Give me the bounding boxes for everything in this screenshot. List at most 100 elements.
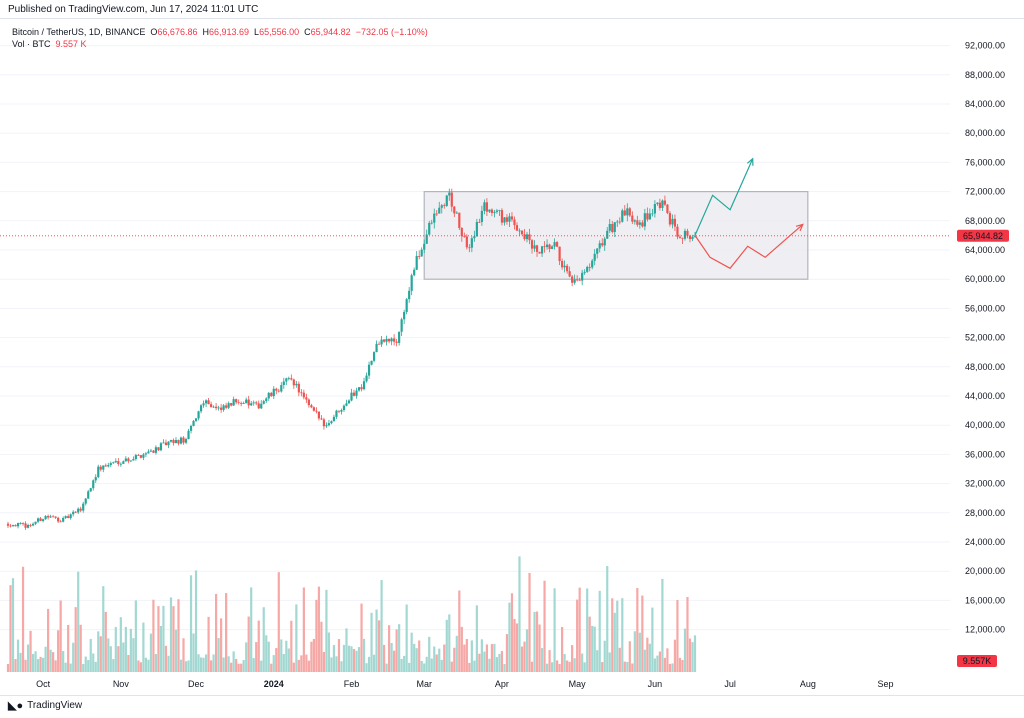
candle-body bbox=[475, 221, 478, 237]
candle-body bbox=[367, 364, 371, 376]
candle-body bbox=[470, 238, 473, 248]
volume-bar bbox=[209, 660, 213, 672]
price-axis[interactable]: 12,000.00 16,000.00 20,000.00 24,000.00 28,0… bbox=[965, 41, 1005, 635]
candle-body bbox=[67, 516, 70, 519]
range-box-rect bbox=[423, 191, 809, 280]
candle-body bbox=[340, 410, 343, 412]
candle-body bbox=[262, 401, 265, 404]
candle-body bbox=[107, 465, 110, 467]
candle-body bbox=[377, 343, 381, 345]
candle-body bbox=[134, 455, 137, 460]
volume-bar bbox=[182, 638, 185, 672]
volume-bar bbox=[57, 630, 60, 672]
volume-bar bbox=[202, 657, 205, 672]
footer-brand[interactable]: TradingView bbox=[27, 700, 83, 711]
volume-bar bbox=[588, 616, 591, 672]
candle-body bbox=[59, 521, 62, 523]
volume-bar bbox=[648, 643, 651, 672]
candle-body bbox=[568, 271, 571, 277]
volume-bar bbox=[62, 651, 65, 672]
volume-bar bbox=[455, 635, 458, 672]
volume-bar bbox=[227, 656, 230, 672]
volume-bar bbox=[636, 587, 639, 672]
candle-body bbox=[19, 523, 22, 524]
volume-bar bbox=[267, 641, 270, 672]
candle-body bbox=[520, 230, 524, 235]
candle-body bbox=[370, 360, 373, 365]
candle-body bbox=[154, 447, 158, 453]
legend-close-label: C bbox=[304, 27, 311, 37]
candle-body bbox=[430, 222, 433, 224]
price-tick-label: 92,000.00 bbox=[965, 41, 1005, 51]
time-axis[interactable]: Oct Nov Dec 2024 Feb Mar Apr May Jun Jul Aug Sep bbox=[36, 679, 893, 689]
candle-body bbox=[335, 410, 338, 417]
candle-body bbox=[545, 244, 549, 248]
volume-bar bbox=[400, 658, 403, 672]
candle-body bbox=[194, 418, 198, 421]
range-box[interactable] bbox=[423, 191, 809, 280]
volume-bar bbox=[475, 605, 478, 672]
volume-bar bbox=[297, 659, 300, 672]
volume-bar bbox=[583, 662, 586, 672]
candle-body bbox=[147, 451, 150, 454]
volume-bar bbox=[225, 593, 228, 672]
candle-body bbox=[16, 523, 20, 527]
chart-legend: Bitcoin / TetherUS, 1D, BINANCE O66,676.… bbox=[12, 26, 428, 50]
volume-bar bbox=[34, 651, 37, 672]
candle-body bbox=[157, 447, 160, 451]
volume-bar bbox=[365, 663, 368, 672]
volume-bar bbox=[14, 659, 17, 672]
candle-body bbox=[132, 459, 135, 461]
candle-body bbox=[428, 222, 431, 235]
candle-body bbox=[297, 383, 300, 393]
candle-body bbox=[573, 279, 576, 283]
candle-body bbox=[220, 407, 223, 410]
volume-bar bbox=[11, 578, 15, 672]
candle-body bbox=[375, 343, 378, 353]
volume-bar bbox=[262, 607, 265, 672]
volume-bar bbox=[72, 642, 75, 672]
candle-body bbox=[260, 403, 263, 409]
candle-body bbox=[277, 390, 280, 392]
volume-bar bbox=[683, 628, 687, 672]
volume-bar bbox=[633, 631, 636, 672]
volume-bar bbox=[6, 663, 10, 672]
candle-body bbox=[440, 205, 443, 208]
volume-bar bbox=[142, 622, 145, 672]
volume-bar bbox=[377, 620, 381, 672]
candle-body bbox=[606, 230, 609, 239]
candle-body bbox=[455, 212, 458, 214]
volume-bar bbox=[240, 663, 243, 672]
volume-bar bbox=[122, 642, 125, 672]
volume-bar bbox=[463, 644, 466, 672]
candle-body bbox=[114, 461, 117, 463]
volume-bar bbox=[49, 649, 52, 672]
candle-body bbox=[508, 216, 511, 222]
volume-bar bbox=[545, 663, 549, 672]
volume-bar bbox=[385, 663, 388, 672]
legend-ohlc-row: Bitcoin / TetherUS, 1D, BINANCE O66,676.… bbox=[12, 26, 428, 38]
candle-body bbox=[332, 416, 336, 422]
candle-body bbox=[6, 523, 10, 526]
candle-body bbox=[415, 256, 418, 270]
volume-bar bbox=[540, 648, 544, 672]
legend-volume-label[interactable]: Vol · BTC bbox=[12, 39, 51, 49]
volume-bar bbox=[678, 657, 682, 672]
projection-lines[interactable] bbox=[0, 157, 950, 270]
tv-logo-icon[interactable]: ◣● bbox=[8, 700, 24, 712]
volume-bar bbox=[573, 658, 576, 672]
candle-body bbox=[302, 392, 305, 398]
candle-body bbox=[235, 399, 238, 403]
candle-body bbox=[320, 418, 323, 420]
candle-body bbox=[167, 441, 170, 446]
legend-symbol[interactable]: Bitcoin / TetherUS, 1D, BINANCE bbox=[12, 27, 146, 37]
volume-bar bbox=[403, 655, 406, 672]
candle-body bbox=[144, 453, 148, 455]
volume-bar bbox=[410, 632, 413, 672]
candle-body bbox=[593, 253, 596, 261]
candle-body bbox=[601, 243, 604, 246]
legend-volume-value: 9.557 K bbox=[55, 39, 87, 49]
volume-bar bbox=[327, 632, 331, 672]
volume-bar bbox=[102, 586, 105, 672]
